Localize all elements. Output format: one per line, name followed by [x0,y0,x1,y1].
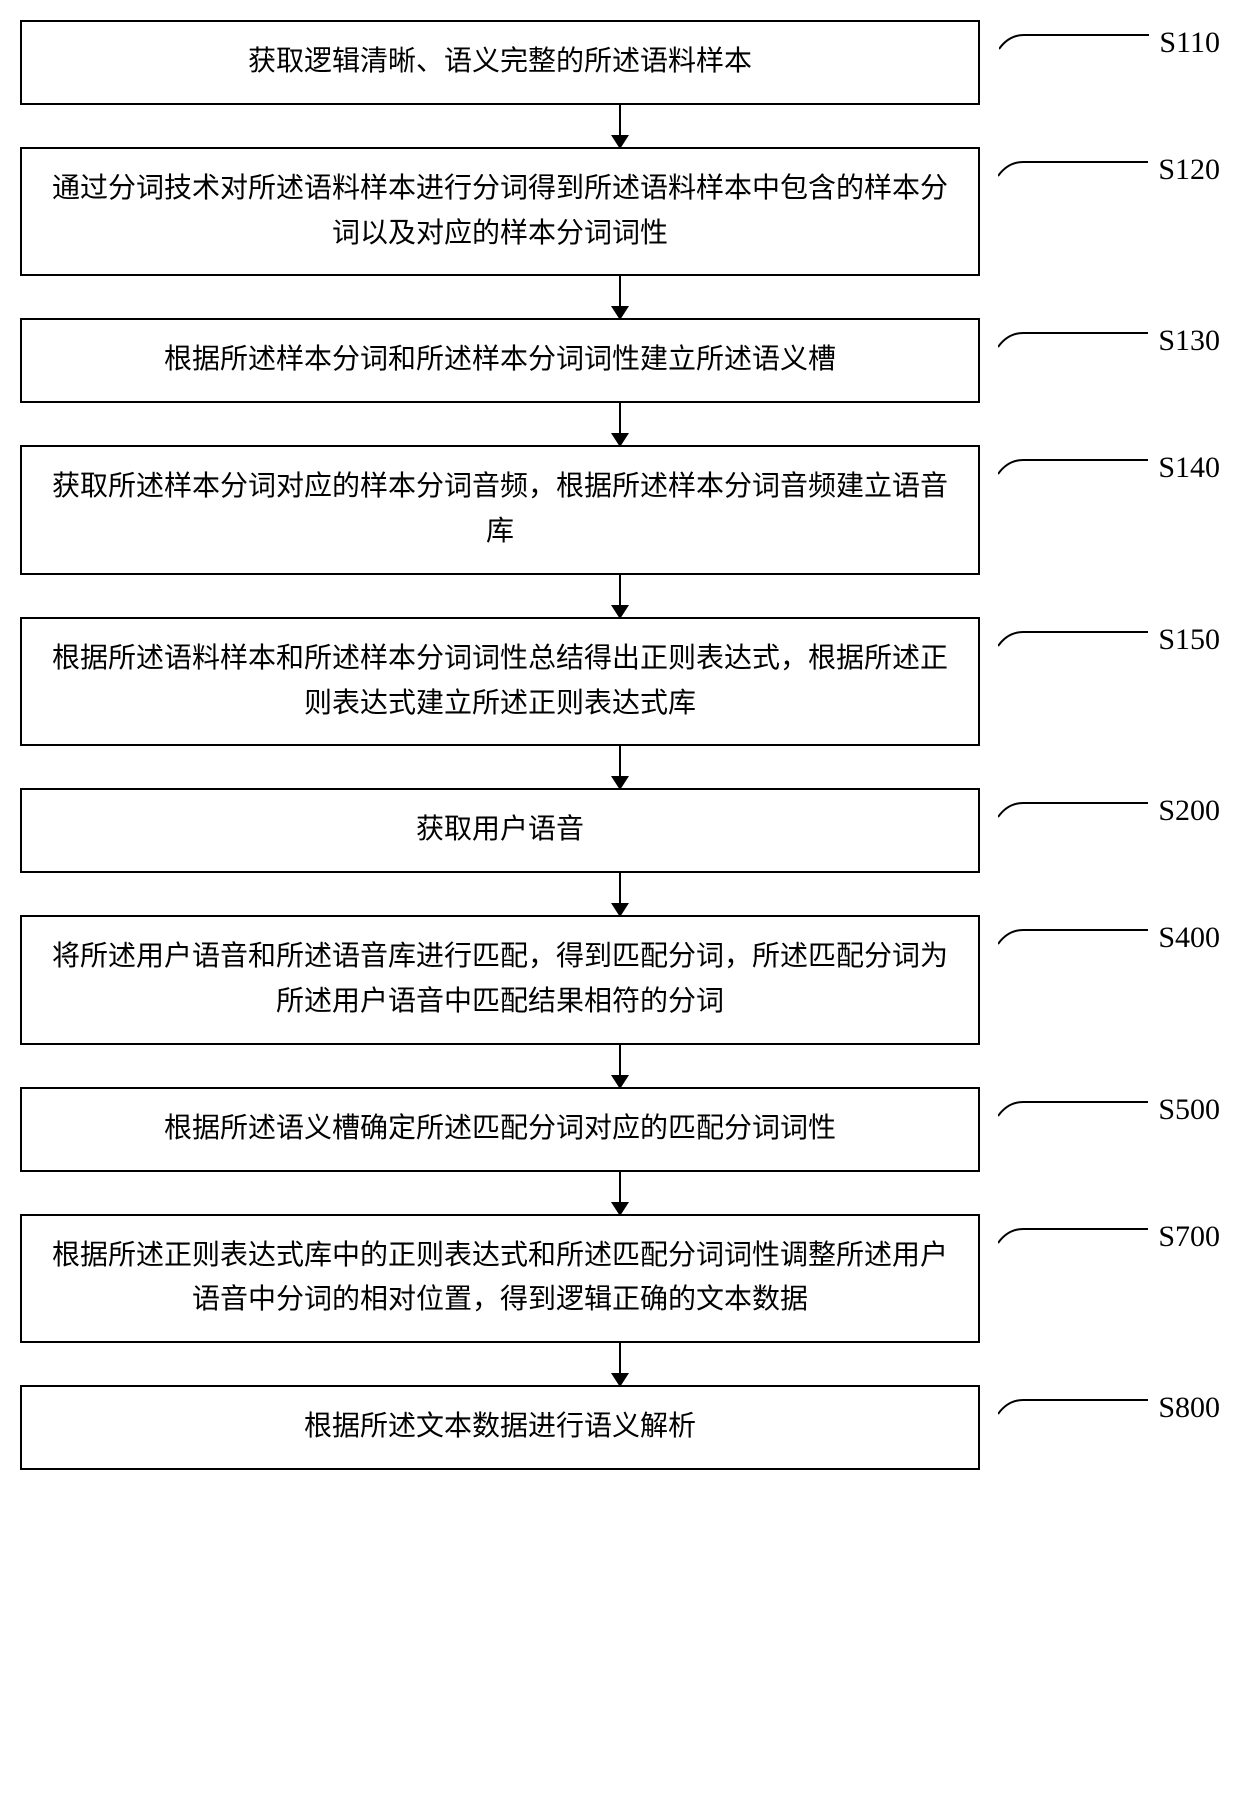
bracket-svg [998,160,1148,180]
label-connector: S150 [998,623,1220,657]
step-text: 通过分词技术对所述语料样本进行分词得到所述语料样本中包含的样本分词以及对应的样本… [52,167,948,257]
step-label: S700 [1158,1220,1220,1254]
label-connector: S400 [998,921,1220,955]
flowchart-arrow [619,276,621,318]
step-text: 获取逻辑清晰、语义完整的所述语料样本 [248,40,752,85]
label-connector: S110 [999,26,1220,60]
step-label: S120 [1158,153,1220,187]
step-label: S400 [1158,921,1220,955]
step-label: S130 [1158,324,1220,358]
flowchart-arrow [619,575,621,617]
step-label: S200 [1158,794,1220,828]
flowchart-step: 根据所述正则表达式库中的正则表达式和所述匹配分词词性调整所述用户语音中分词的相对… [20,1214,1220,1344]
flowchart-step: 根据所述语料样本和所述样本分词词性总结得出正则表达式，根据所述正则表达式建立所述… [20,617,1220,747]
step-text: 根据所述文本数据进行语义解析 [304,1405,696,1450]
label-connector: S500 [998,1093,1220,1127]
label-connector: S200 [998,794,1220,828]
flowchart-arrow [619,746,621,788]
flowchart-arrow [619,403,621,445]
flowchart-step: 将所述用户语音和所述语音库进行匹配，得到匹配分词，所述匹配分词为所述用户语音中匹… [20,915,1220,1045]
flowchart-step: 获取用户语音 S200 [20,788,1220,873]
step-text: 根据所述语义槽确定所述匹配分词对应的匹配分词词性 [164,1107,836,1152]
bracket-svg [998,1227,1148,1247]
step-label: S150 [1158,623,1220,657]
bracket-svg [998,458,1148,478]
step-label: S140 [1158,451,1220,485]
flowchart-arrow [619,873,621,915]
step-box: 根据所述文本数据进行语义解析 [20,1385,980,1470]
label-connector: S800 [998,1391,1220,1425]
label-connector: S140 [998,451,1220,485]
flowchart-container: 获取逻辑清晰、语义完整的所述语料样本 S110 通过分词技术对所述语料样本进行分… [20,20,1220,1470]
label-connector: S700 [998,1220,1220,1254]
label-connector: S120 [998,153,1220,187]
bracket-svg [999,33,1149,53]
flowchart-arrow [619,105,621,147]
step-text: 根据所述样本分词和所述样本分词词性建立所述语义槽 [164,338,836,383]
step-text: 根据所述语料样本和所述样本分词词性总结得出正则表达式，根据所述正则表达式建立所述… [52,637,948,727]
step-text: 根据所述正则表达式库中的正则表达式和所述匹配分词词性调整所述用户语音中分词的相对… [52,1234,948,1324]
step-box: 获取用户语音 [20,788,980,873]
flowchart-step: 根据所述语义槽确定所述匹配分词对应的匹配分词词性 S500 [20,1087,1220,1172]
flowchart-step: 获取逻辑清晰、语义完整的所述语料样本 S110 [20,20,1220,105]
step-text: 将所述用户语音和所述语音库进行匹配，得到匹配分词，所述匹配分词为所述用户语音中匹… [52,935,948,1025]
bracket-svg [998,801,1148,821]
label-connector: S130 [998,324,1220,358]
step-box: 根据所述语料样本和所述样本分词词性总结得出正则表达式，根据所述正则表达式建立所述… [20,617,980,747]
step-box: 获取所述样本分词对应的样本分词音频，根据所述样本分词音频建立语音库 [20,445,980,575]
step-box: 将所述用户语音和所述语音库进行匹配，得到匹配分词，所述匹配分词为所述用户语音中匹… [20,915,980,1045]
bracket-svg [998,1100,1148,1120]
bracket-svg [998,331,1148,351]
step-label: S110 [1159,26,1220,60]
step-text: 获取用户语音 [416,808,584,853]
flowchart-arrow [619,1045,621,1087]
step-box: 根据所述语义槽确定所述匹配分词对应的匹配分词词性 [20,1087,980,1172]
bracket-svg [998,928,1148,948]
step-box: 通过分词技术对所述语料样本进行分词得到所述语料样本中包含的样本分词以及对应的样本… [20,147,980,277]
step-box: 获取逻辑清晰、语义完整的所述语料样本 [20,20,980,105]
bracket-svg [998,630,1148,650]
flowchart-step: 通过分词技术对所述语料样本进行分词得到所述语料样本中包含的样本分词以及对应的样本… [20,147,1220,277]
flowchart-step: 获取所述样本分词对应的样本分词音频，根据所述样本分词音频建立语音库 S140 [20,445,1220,575]
step-label: S500 [1158,1093,1220,1127]
flowchart-arrow [619,1172,621,1214]
flowchart-step: 根据所述文本数据进行语义解析 S800 [20,1385,1220,1470]
flowchart-step: 根据所述样本分词和所述样本分词词性建立所述语义槽 S130 [20,318,1220,403]
step-label: S800 [1158,1391,1220,1425]
step-box: 根据所述样本分词和所述样本分词词性建立所述语义槽 [20,318,980,403]
bracket-svg [998,1398,1148,1418]
flowchart-arrow [619,1343,621,1385]
step-box: 根据所述正则表达式库中的正则表达式和所述匹配分词词性调整所述用户语音中分词的相对… [20,1214,980,1344]
step-text: 获取所述样本分词对应的样本分词音频，根据所述样本分词音频建立语音库 [52,465,948,555]
